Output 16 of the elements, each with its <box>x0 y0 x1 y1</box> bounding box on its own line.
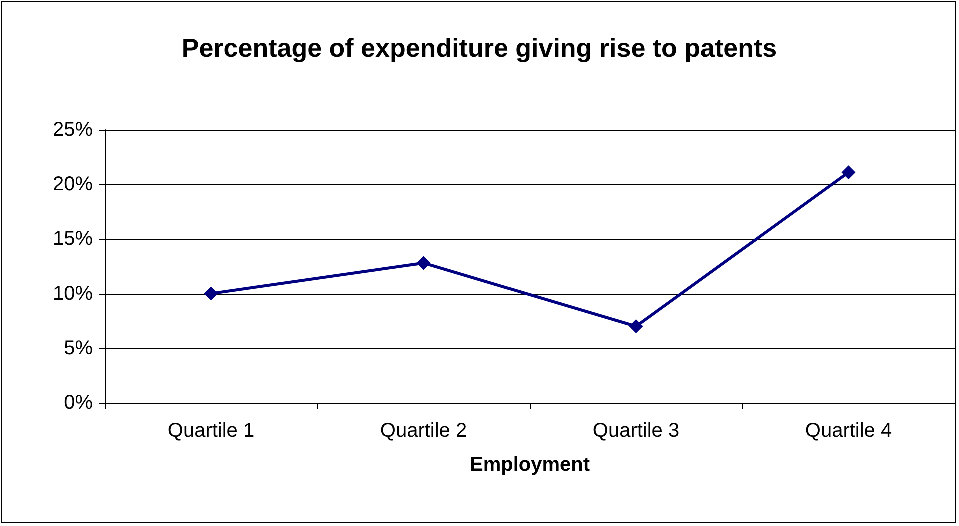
x-tick-label: Quartile 2 <box>380 420 468 442</box>
x-tick-label: Quartile 3 <box>592 420 680 442</box>
point <box>416 256 431 270</box>
y-tick-label: 5% <box>64 337 94 360</box>
chart-title: Percentage of expenditure giving rise to patents <box>182 33 778 63</box>
x-axis-title: Employment <box>470 454 590 476</box>
y-tick-label: 10% <box>52 282 94 305</box>
y-tick-label: 20% <box>52 174 94 196</box>
y-tick-label: 15% <box>52 228 94 250</box>
y-tick-label: 25% <box>52 119 94 141</box>
point <box>629 320 644 334</box>
x-tick-label: Quartile 4 <box>805 420 892 442</box>
y-tick-label: 0% <box>64 392 94 414</box>
x-tick-label: Quartile 1 <box>168 420 255 442</box>
point <box>204 286 218 301</box>
point <box>842 166 856 180</box>
